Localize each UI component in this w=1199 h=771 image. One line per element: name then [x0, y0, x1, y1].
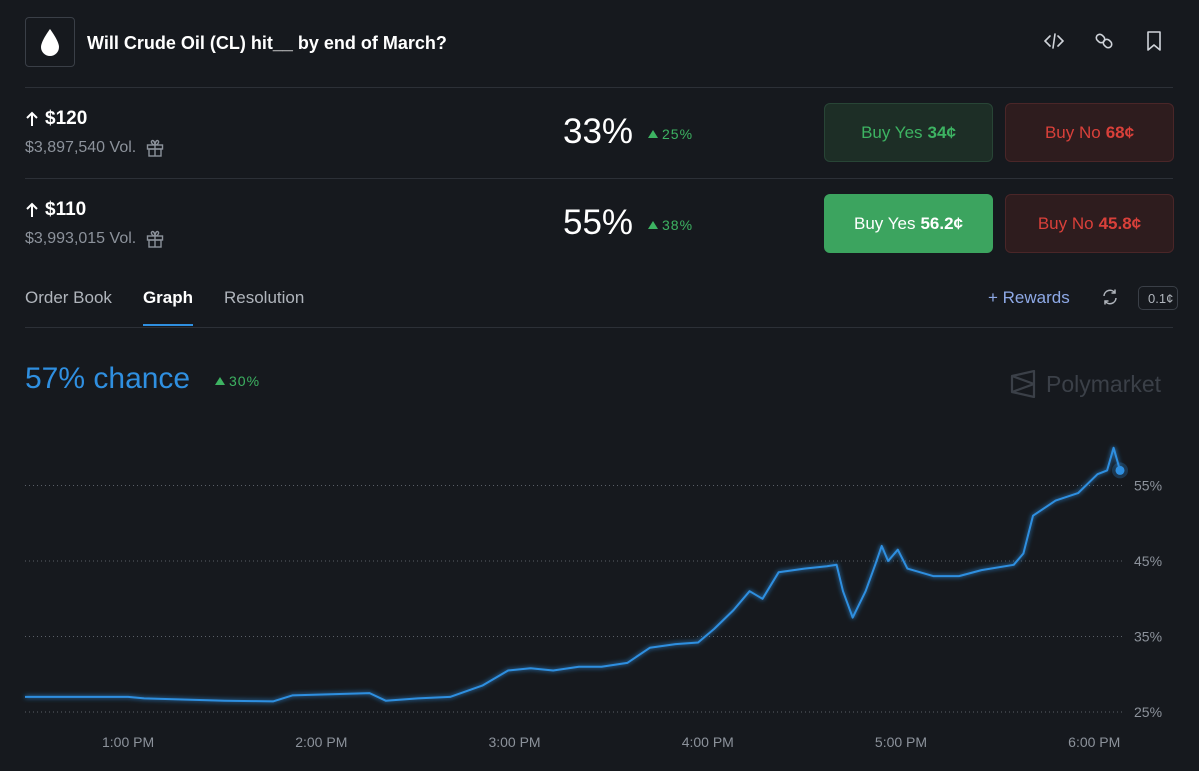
- market-row: $120 $3,897,540 Vol. 33% 25% Buy Yes 34¢ …: [25, 88, 1174, 178]
- tab-bar: Order Book Graph Resolution: [25, 288, 305, 326]
- bookmark-icon[interactable]: [1144, 30, 1164, 52]
- market-target: $110: [45, 199, 87, 220]
- y-tick-label: 25%: [1134, 704, 1162, 720]
- tab-order-book[interactable]: Order Book: [25, 288, 112, 307]
- x-tick-label: 3:00 PM: [488, 734, 540, 750]
- market-target: $120: [45, 108, 88, 129]
- tab-graph[interactable]: Graph: [142, 288, 194, 326]
- drop-icon: [41, 29, 59, 56]
- x-tick-label: 6:00 PM: [1068, 734, 1120, 750]
- buy-no-button[interactable]: Buy No 45.8¢: [1005, 194, 1174, 253]
- gift-icon[interactable]: [146, 139, 164, 157]
- embed-code-icon[interactable]: [1044, 30, 1064, 52]
- brand-name: Polymarket: [1046, 370, 1162, 397]
- link-icon[interactable]: [1094, 30, 1114, 52]
- current-point: [1115, 465, 1125, 475]
- graph-change: 30%: [229, 373, 261, 389]
- triangle-up-icon: [215, 377, 225, 385]
- refresh-icon[interactable]: [1101, 288, 1119, 308]
- triangle-up-icon: [648, 130, 658, 138]
- gift-icon[interactable]: [146, 230, 164, 248]
- divider: [25, 87, 1173, 88]
- header-actions: [1044, 30, 1164, 52]
- rewards-button[interactable]: + Rewards: [988, 288, 1070, 307]
- market-row: $110 $3,993,015 Vol. 55% 38% Buy Yes 56.2…: [25, 179, 1174, 269]
- x-tick-label: 2:00 PM: [295, 734, 347, 750]
- market-change: 25%: [662, 126, 694, 142]
- market-chance: 55%: [563, 203, 634, 242]
- arrow-up-icon: [26, 111, 38, 126]
- tab-resolution[interactable]: Resolution: [224, 288, 305, 307]
- y-tick-label: 45%: [1134, 553, 1162, 569]
- market-icon: [25, 17, 75, 67]
- buy-no-button[interactable]: Buy No 68¢: [1005, 103, 1174, 162]
- market-volume: $3,897,540 Vol.: [25, 139, 137, 156]
- market-volume: $3,993,015 Vol.: [25, 230, 137, 247]
- buy-yes-button[interactable]: Buy Yes 56.2¢: [824, 194, 993, 253]
- market-chance: 33%: [563, 112, 634, 151]
- x-tick-label: 4:00 PM: [682, 734, 734, 750]
- tick-size-button[interactable]: 0.1¢: [1138, 286, 1178, 310]
- tabs-divider: [25, 327, 1173, 328]
- graph-chance: 57% chance: [25, 362, 191, 395]
- buy-yes-button[interactable]: Buy Yes 34¢: [824, 103, 993, 162]
- series-line: [25, 446, 1121, 703]
- triangle-up-icon: [648, 221, 658, 229]
- brand-watermark: Polymarket: [1010, 370, 1161, 398]
- y-tick-label: 55%: [1134, 478, 1162, 494]
- y-tick-label: 35%: [1134, 629, 1162, 645]
- x-tick-label: 1:00 PM: [102, 734, 154, 750]
- arrow-up-icon: [26, 202, 38, 217]
- divider: [25, 178, 1173, 179]
- market-title: Will Crude Oil (CL) hit__ by end of Marc…: [87, 33, 447, 53]
- polymarket-logo-icon: [1010, 370, 1036, 398]
- price-chart[interactable]: 25% 35% 45% 55% 1:00 PM 2:00 PM 3:00 PM 4:00 PM…: [0, 420, 1199, 771]
- market-change: 38%: [662, 217, 694, 233]
- x-tick-label: 5:00 PM: [875, 734, 927, 750]
